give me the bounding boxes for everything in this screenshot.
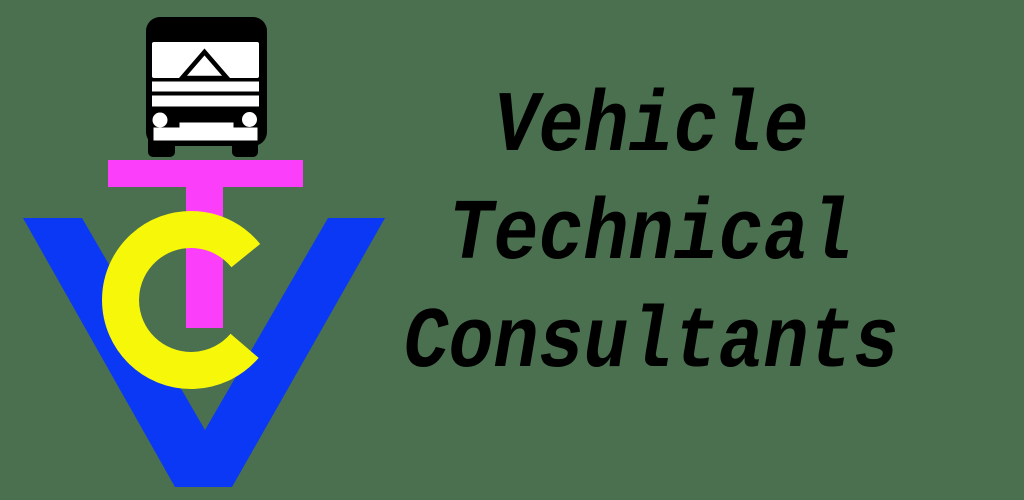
letter-c-shape — [102, 210, 261, 389]
bus-bumper — [153, 122, 258, 141]
bus-grille-stripe-bottom — [152, 95, 259, 107]
bus-windshield-triangle — [177, 48, 232, 81]
company-name-line-2: Technical — [448, 186, 854, 285]
bus-grille-stripe-top — [152, 81, 259, 92]
bus-front-icon — [146, 17, 267, 157]
bus-headlight-left — [152, 112, 168, 128]
bus-headlight-right — [242, 112, 257, 127]
company-name-line-1: Vehicle — [493, 78, 809, 177]
company-name-line-3: Consultants — [403, 294, 899, 393]
vtc-monogram-logo — [23, 17, 385, 487]
company-name: Vehicle Technical Consultants — [396, 74, 906, 398]
